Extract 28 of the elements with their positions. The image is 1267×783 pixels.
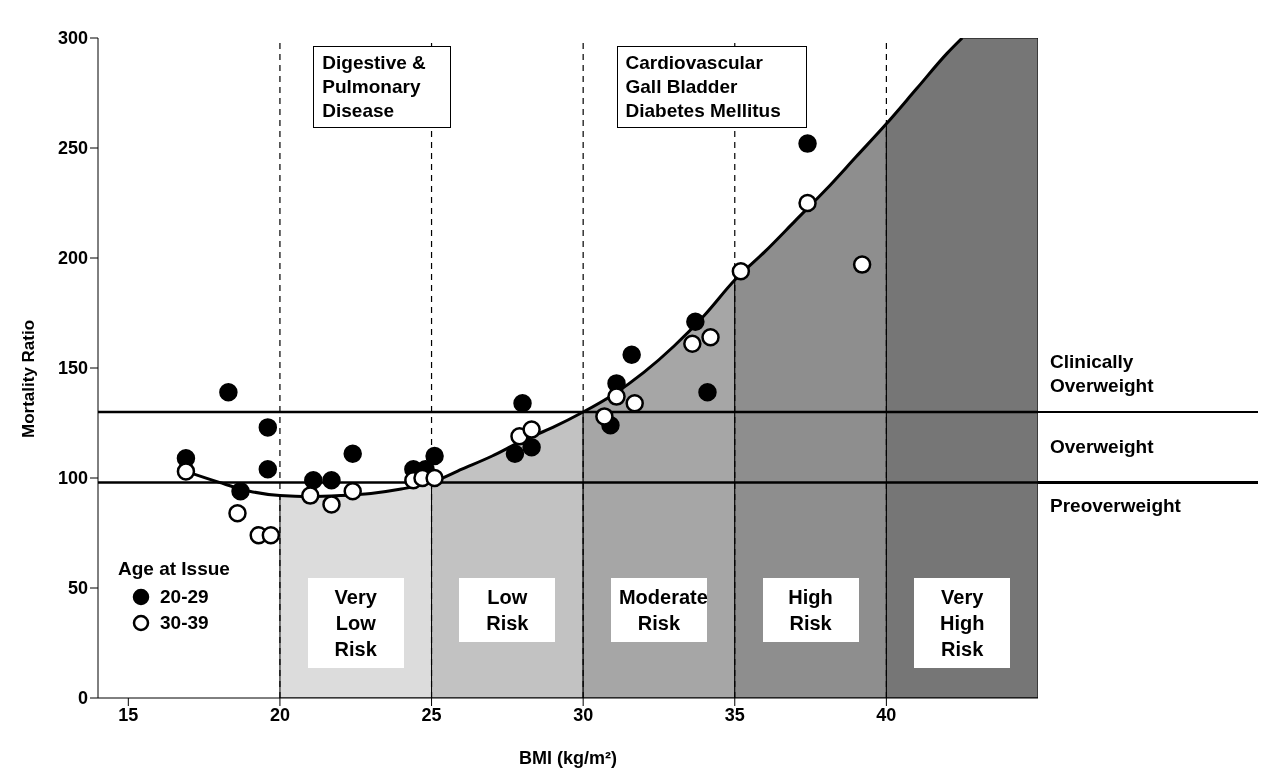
y-tick-label: 250 <box>57 138 88 159</box>
legend-title: Age at Issue <box>118 558 230 580</box>
y-tick-label: 50 <box>67 578 88 599</box>
x-tick-label: 35 <box>724 704 745 725</box>
y-tick-label: 0 <box>77 688 88 709</box>
band-label: Very Low Risk <box>307 578 404 668</box>
x-tick-label: 25 <box>421 704 442 725</box>
text: Clinically Overweight <box>1050 350 1155 398</box>
annotation: Digestive & Pulmonary Disease <box>313 46 452 128</box>
x-tick-label: 40 <box>876 704 897 725</box>
x-tick-label: 20 <box>269 704 290 725</box>
x-axis-title: BMI (kg/m²) <box>519 748 617 768</box>
y-tick-label: 100 <box>57 468 88 489</box>
band-label: Low Risk <box>459 578 556 642</box>
text: Overweight <box>1050 435 1155 460</box>
y-tick-label: 150 <box>57 358 88 379</box>
band-label: Moderate Risk <box>610 578 708 642</box>
y-tick-label: 300 <box>57 28 88 49</box>
x-tick-label: 30 <box>573 704 594 725</box>
y-axis-title: Mortality Ratio <box>19 319 39 438</box>
band-label: High Risk <box>762 578 859 642</box>
band-label: Very High Risk <box>914 578 1011 668</box>
legend-label: 20-29 <box>160 586 209 608</box>
y-tick-label: 200 <box>57 248 88 269</box>
x-tick-label: 15 <box>118 704 139 725</box>
legend-label: 30-39 <box>160 612 209 634</box>
annotation: Cardiovascular Gall Bladder Diabetes Mellitus <box>616 46 807 128</box>
text: Preoverweight <box>1050 494 1182 519</box>
